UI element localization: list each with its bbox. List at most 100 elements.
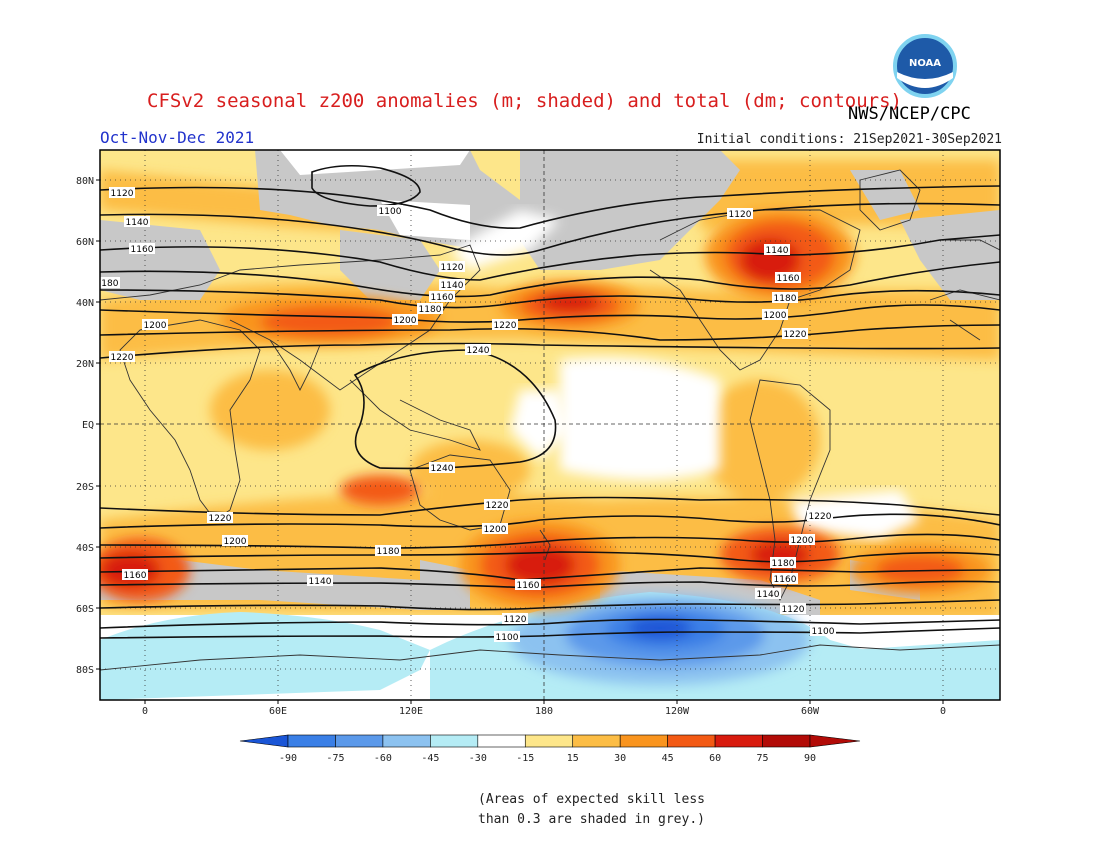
- contour-label: 1200: [394, 316, 417, 326]
- contour-label: 1120: [111, 189, 134, 199]
- lon-tick-label: 0: [940, 706, 946, 717]
- colorbar-label: 75: [757, 753, 769, 764]
- lat-tick-label: 20S: [76, 482, 94, 493]
- contour-label: 1220: [111, 353, 134, 363]
- contour-label: 1140: [757, 590, 780, 600]
- lat-tick-label: 80N: [76, 176, 94, 187]
- contour-label-bg: [429, 291, 455, 302]
- colorbar-label: 30: [614, 753, 626, 764]
- anomaly-field: 1100112011401160118012001220112011401160…: [96, 150, 1000, 700]
- lat-tick-label: 20N: [76, 359, 94, 370]
- contour-label: 1140: [309, 577, 332, 587]
- contour-label-bg: [100, 277, 120, 288]
- noaa-logo-icon: NOAA: [893, 34, 957, 98]
- contour-label: 1120: [782, 605, 805, 615]
- contour-label: 1160: [431, 293, 454, 303]
- colorbar-swatch: [572, 734, 621, 748]
- contour-label-bg: [807, 510, 833, 521]
- contour-label-bg: [429, 462, 455, 473]
- contour-label-bg: [222, 535, 248, 546]
- contour-label: 1220: [494, 321, 517, 331]
- contour-label: 1160: [517, 581, 540, 591]
- contour-label-bg: [755, 588, 781, 599]
- contour-label-bg: [780, 603, 806, 614]
- colorbar-label: 15: [567, 753, 579, 764]
- contour-label-bg: [207, 512, 233, 523]
- contour-label-bg: [502, 613, 528, 624]
- contour-label: 1120: [504, 615, 527, 625]
- svg-text:NOAA: NOAA: [909, 58, 941, 69]
- contour-label: 1100: [496, 633, 519, 643]
- contour-label: 1180: [772, 559, 795, 569]
- contour-label-bg: [772, 292, 798, 303]
- contour-label-bg: [772, 573, 798, 584]
- colorbar-swatch: [430, 734, 479, 748]
- footnote-line-2: than 0.3 are shaded in grey.): [478, 812, 705, 827]
- contour-label: 1180: [774, 294, 797, 304]
- colorbar-label: -45: [421, 753, 439, 764]
- contour-label: 1220: [486, 501, 509, 511]
- colorbar-left-arrow: [239, 734, 289, 748]
- chart-title: CFSv2 seasonal z200 anomalies (m; shaded…: [147, 90, 902, 112]
- contour-label-bg: [439, 279, 465, 290]
- contour-labels: 1100112011401160118012001220112011401160…: [96, 187, 836, 643]
- contour-label: 1100: [379, 207, 402, 217]
- contour-label-bg: [810, 625, 836, 636]
- colorbar-swatch: [287, 734, 336, 748]
- contour-label: 1220: [209, 514, 232, 524]
- contour-label: 1240: [467, 346, 490, 356]
- contour-label: 1140: [126, 218, 149, 228]
- contour-label: 1120: [729, 210, 752, 220]
- lon-tick-label: 60W: [801, 706, 820, 717]
- colorbar-swatch: [477, 734, 526, 748]
- lat-tick-label: 80S: [76, 665, 94, 676]
- lat-tick-label: 40S: [76, 543, 94, 554]
- contour-label: 1140: [766, 246, 789, 256]
- lat-tick-label: EQ: [82, 420, 94, 431]
- contour-label: 1200: [791, 536, 814, 546]
- contour-label: 1180: [96, 279, 119, 289]
- contour-label-bg: [392, 314, 418, 325]
- contour-label-bg: [727, 208, 753, 219]
- colorbar-swatch: [667, 734, 716, 748]
- colorbar-label: -75: [326, 753, 344, 764]
- contour-label-bg: [465, 344, 491, 355]
- contour-label-bg: [109, 351, 135, 362]
- contour-label: 1200: [144, 321, 167, 331]
- contour-label-bg: [375, 545, 401, 556]
- contour-label-bg: [789, 534, 815, 545]
- contour-label-bg: [762, 309, 788, 320]
- colorbar-label: -30: [469, 753, 487, 764]
- lon-tick-label: 120E: [399, 706, 423, 717]
- colorbar-label: 90: [804, 753, 816, 764]
- lat-tick-label: 40N: [76, 298, 94, 309]
- footnote-line-1: (Areas of expected skill less: [478, 792, 705, 807]
- contour-label-bg: [494, 631, 520, 642]
- contour-label-bg: [439, 261, 465, 272]
- colorbar-swatch: [714, 734, 763, 748]
- contour-label-bg: [417, 303, 443, 314]
- latitude-axis: 80N 60N 40N 20N EQ 20S 40S 60S 80S: [76, 176, 100, 676]
- lon-tick-label: 180: [535, 706, 553, 717]
- contour-label: 1100: [812, 627, 835, 637]
- contour-label: 1180: [377, 547, 400, 557]
- colorbar-label: 45: [662, 753, 674, 764]
- contour-label-bg: [770, 557, 796, 568]
- height-contours: [100, 164, 1000, 639]
- contour-label-bg: [142, 319, 168, 330]
- organization-label: NWS/NCEP/CPC: [848, 104, 971, 124]
- colorbar-swatch: [524, 734, 574, 748]
- contour-label-bg: [782, 328, 808, 339]
- contour-label: 1200: [224, 537, 247, 547]
- contour-label: 1160: [131, 245, 154, 255]
- contour-label-bg: [764, 244, 790, 255]
- contour-label-bg: [515, 579, 541, 590]
- colorbar-label: -15: [516, 753, 534, 764]
- colorbar-right-arrow: [809, 734, 861, 748]
- coastlines: [100, 169, 1000, 671]
- contour-label-bg: [484, 499, 510, 510]
- colorbar-label: 60: [709, 753, 721, 764]
- colorbar-swatch: [762, 734, 811, 748]
- forecast-period: Oct-Nov-Dec 2021: [100, 128, 255, 147]
- lon-tick-label: 120W: [665, 706, 690, 717]
